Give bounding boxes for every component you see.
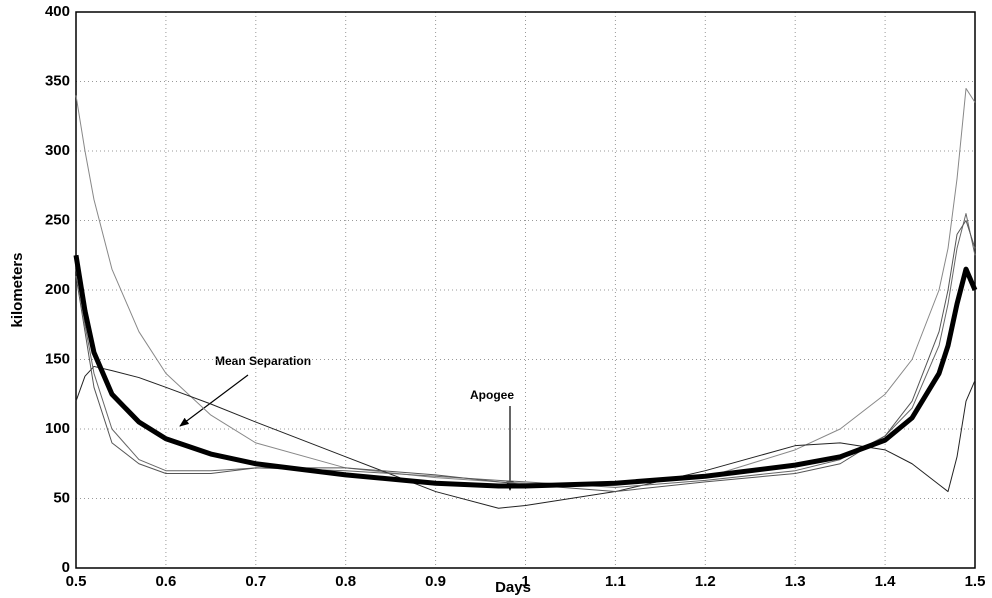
x-tick-label: 1 [521,573,529,590]
series-line [75,213,976,488]
x-tick-label: 1.1 [605,573,626,590]
y-tick-label: 250 [45,211,70,228]
y-tick-label: 100 [45,420,70,437]
series-line [75,87,976,486]
x-tick-label: 0.8 [335,573,356,590]
annotation: Apogee [470,388,514,402]
y-axis-label: kilometers [9,252,26,327]
x-tick-label: 1.2 [695,573,716,590]
y-tick-label: 150 [45,350,70,367]
y-tick-label: 350 [45,72,70,89]
y-tick-label: 50 [53,489,70,506]
series-line [75,365,976,509]
y-tick-label: 400 [45,3,70,20]
annotation: Mean Separation [215,354,311,368]
x-tick-label: 0.7 [245,573,266,590]
series-line [73,254,978,489]
x-tick-label: 1.4 [875,573,897,590]
x-axis-label: Days [495,579,531,596]
y-tick-label: 0 [62,559,70,576]
x-tick-label: 0.6 [155,573,176,590]
x-tick-label: 1.5 [965,573,986,590]
x-tick-label: 0.5 [66,573,87,590]
y-tick-label: 300 [45,142,70,159]
annotation-arrow [179,374,249,427]
x-tick-label: 1.3 [785,573,806,590]
y-tick-label: 200 [45,281,70,298]
x-tick-label: 0.9 [425,573,446,590]
